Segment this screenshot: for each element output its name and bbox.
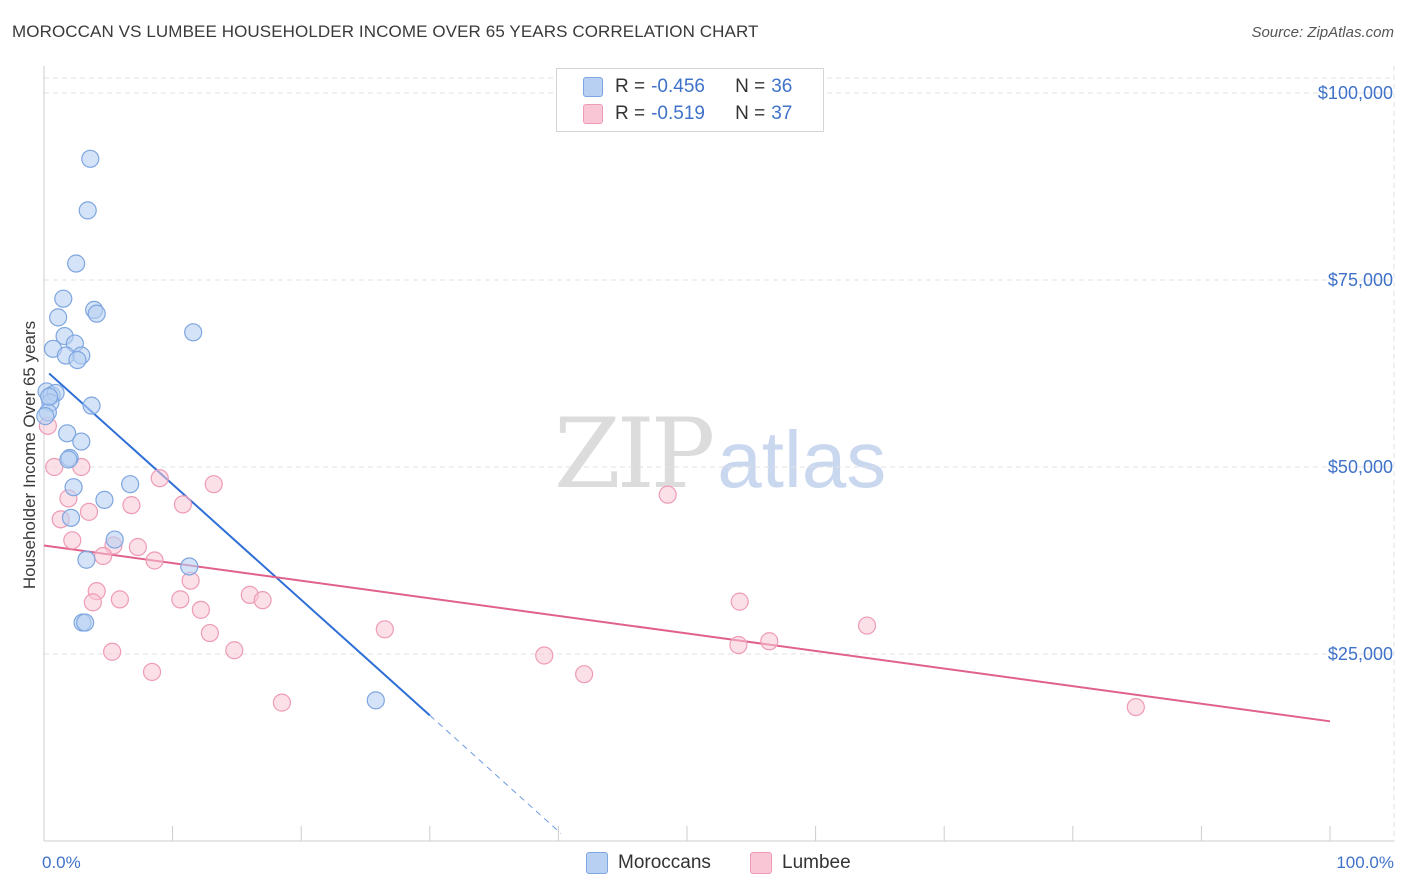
legend-n-value: 37 bbox=[771, 103, 793, 124]
data-points bbox=[36, 149, 1145, 717]
moroccans-swatch-icon bbox=[583, 77, 603, 97]
lumbee-point bbox=[173, 495, 192, 514]
legend-n-label: N = bbox=[735, 103, 766, 124]
moroccans-point bbox=[87, 304, 106, 323]
moroccans-point bbox=[81, 149, 100, 168]
watermark: ZIPatlas bbox=[554, 398, 886, 510]
legend-lumbee-label: Lumbee bbox=[782, 852, 851, 873]
lumbee-legend-icon bbox=[750, 852, 772, 874]
y-tick-label: $75,000 bbox=[1328, 270, 1393, 290]
legend-r-value: -0.519 bbox=[651, 103, 705, 124]
source-label: Source: ZipAtlas.com bbox=[1251, 24, 1394, 41]
moroccans-point bbox=[76, 613, 95, 632]
legend-r-label: R = bbox=[615, 76, 646, 97]
lumbee-point bbox=[730, 592, 749, 611]
lumbee-point bbox=[79, 502, 99, 521]
moroccans-point bbox=[59, 450, 78, 469]
moroccans-point bbox=[77, 550, 96, 569]
moroccans-point bbox=[61, 508, 81, 527]
moroccans-point bbox=[95, 490, 114, 509]
lumbee-point bbox=[150, 469, 169, 488]
x-tick-label-min: 0.0% bbox=[42, 853, 81, 872]
moroccans-point bbox=[72, 432, 91, 451]
legend-row-moroccans: R = -0.456 N = 36 bbox=[583, 75, 792, 99]
y-tick-label: $25,000 bbox=[1328, 644, 1393, 664]
lumbee-point bbox=[375, 620, 394, 639]
chart-title: MOROCCAN VS LUMBEE HOUSEHOLDER INCOME OV… bbox=[12, 22, 759, 41]
moroccans-point bbox=[121, 475, 140, 494]
legend-moroccans-label: Moroccans bbox=[618, 852, 711, 873]
moroccans-legend-icon bbox=[586, 852, 608, 874]
lumbee-point bbox=[225, 641, 244, 660]
moroccans-point bbox=[67, 254, 86, 273]
moroccans-point bbox=[58, 424, 77, 443]
x-tick-label-max: 100.0% bbox=[1336, 853, 1394, 872]
lumbee-point bbox=[658, 485, 677, 504]
lumbee-point bbox=[145, 551, 164, 570]
moroccans-point bbox=[82, 396, 101, 415]
correlation-legend: R = -0.456 N = 36 R = -0.519 N = 37 bbox=[556, 68, 824, 132]
legend-n-label: N = bbox=[735, 76, 766, 97]
lumbee-point bbox=[204, 475, 223, 494]
lumbee-point bbox=[142, 662, 162, 682]
y-axis-label: Householder Income Over 65 years bbox=[20, 320, 39, 590]
moroccans-point bbox=[366, 691, 385, 710]
lumbee-point bbox=[122, 496, 141, 515]
moroccans-point bbox=[68, 350, 87, 370]
lumbee-point bbox=[857, 616, 877, 635]
lumbee-point bbox=[200, 623, 219, 643]
lumbee-point bbox=[128, 537, 147, 557]
lumbee-point bbox=[94, 546, 113, 566]
lumbee-point bbox=[760, 632, 779, 651]
legend-r-value: -0.456 bbox=[651, 76, 705, 97]
watermark-zip: ZIP bbox=[554, 398, 715, 510]
axes bbox=[43, 66, 1394, 842]
lumbee-swatch-icon bbox=[583, 104, 603, 124]
lumbee-trend-line bbox=[43, 544, 1331, 723]
moroccans-point bbox=[184, 323, 203, 342]
y-tick-label: $100,000 bbox=[1318, 83, 1393, 103]
lumbee-point bbox=[535, 646, 554, 665]
moroccans-point bbox=[180, 557, 199, 576]
moroccans-point bbox=[40, 387, 59, 406]
lumbee-point bbox=[729, 635, 748, 655]
moroccans-point bbox=[49, 308, 68, 327]
lumbee-point bbox=[191, 600, 210, 619]
lumbee-point bbox=[272, 693, 292, 712]
lumbee-point bbox=[575, 665, 594, 684]
y-tick-labels: $25,000 $50,000 $75,000 $100,000 bbox=[1318, 83, 1393, 664]
lumbee-point bbox=[253, 591, 272, 610]
moroccans-point bbox=[78, 201, 97, 220]
lumbee-point bbox=[45, 457, 64, 477]
lumbee-point bbox=[110, 590, 129, 609]
legend-item-moroccans[interactable]: Moroccans bbox=[586, 852, 711, 874]
moroccans-trend-extension bbox=[429, 714, 562, 834]
y-tick-label: $50,000 bbox=[1328, 457, 1393, 477]
trend-lines bbox=[43, 372, 1331, 834]
lumbee-point bbox=[63, 531, 82, 550]
series-legend: Moroccans Lumbee bbox=[0, 852, 1406, 876]
moroccans-point bbox=[54, 289, 73, 308]
lumbee-point bbox=[171, 590, 190, 609]
watermark-atlas: atlas bbox=[717, 415, 887, 504]
legend-item-lumbee[interactable]: Lumbee bbox=[750, 852, 851, 874]
moroccans-point bbox=[36, 407, 55, 426]
lumbee-point bbox=[83, 593, 102, 612]
moroccans-point bbox=[64, 478, 83, 497]
legend-n-value: 36 bbox=[771, 76, 793, 97]
lumbee-point bbox=[103, 642, 122, 661]
grid-lines bbox=[44, 66, 1395, 841]
moroccans-point bbox=[105, 530, 124, 549]
legend-r-label: R = bbox=[615, 103, 646, 124]
legend-row-lumbee: R = -0.519 N = 37 bbox=[583, 102, 792, 126]
moroccans-trend-line bbox=[48, 372, 431, 717]
lumbee-point bbox=[1126, 698, 1145, 717]
